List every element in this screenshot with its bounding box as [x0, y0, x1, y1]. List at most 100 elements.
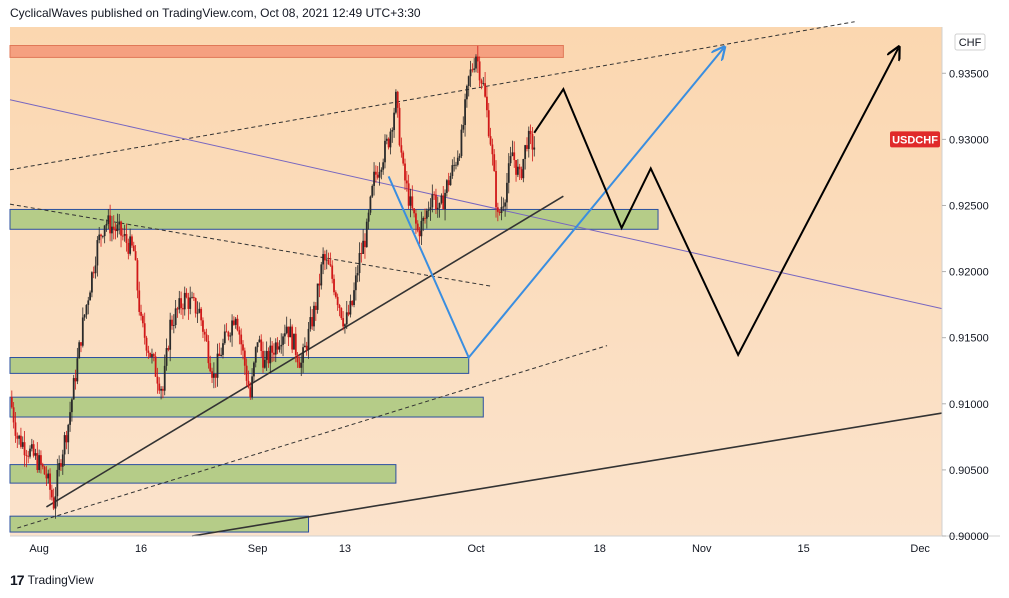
candle-body-224: [418, 230, 421, 237]
candle-body-70: [138, 290, 141, 312]
candle-body-281: [522, 158, 525, 179]
candle-body-106: [203, 331, 206, 335]
candle-body-3: [16, 435, 19, 439]
trendlines-layer: [9, 21, 943, 537]
candle-body-266: [495, 171, 497, 208]
candle-body-229: [427, 209, 430, 211]
candle-body-171: [322, 254, 324, 265]
trendline-5: [191, 412, 943, 537]
candle-body-101: [194, 298, 197, 314]
candle-body-152: [287, 326, 290, 338]
candle-body-217: [405, 180, 408, 184]
publish-header: CyclicalWaves published on TradingView.c…: [10, 6, 421, 20]
candle-body-260: [484, 83, 487, 97]
candle-body-248: [462, 125, 465, 130]
candle-body-164: [309, 317, 312, 329]
candle-body-138: [262, 350, 264, 368]
candle-body-145: [274, 342, 277, 355]
candle-body-284: [527, 130, 530, 149]
candle-body-235: [438, 202, 441, 208]
candle-body-88: [171, 319, 173, 326]
candle-body-121: [231, 320, 233, 336]
candle-body-270: [502, 206, 505, 208]
candle-body-131: [249, 387, 252, 398]
candle-body-129: [245, 365, 248, 381]
candle-body-103: [198, 308, 201, 313]
support-zone-5: [9, 515, 310, 533]
candle-body-241: [449, 175, 452, 186]
candle-body-35: [74, 378, 77, 382]
candle-body-221: [413, 208, 416, 214]
date-tick-label-0: Aug: [29, 543, 49, 555]
candle-body-52: [105, 223, 108, 226]
candle-body-155: [293, 333, 295, 350]
candle-body-97: [187, 297, 190, 309]
candle-body-282: [524, 145, 527, 159]
candle-body-157: [296, 355, 299, 363]
candle-body-96: [185, 292, 188, 298]
currency-label-box: [954, 33, 986, 51]
candle-body-23: [52, 497, 55, 509]
candle-body-228: [425, 210, 428, 219]
candle-body-262: [487, 110, 490, 137]
candle-body-193: [362, 240, 365, 254]
candle-body-108: [207, 340, 210, 364]
candle-body-153: [289, 326, 292, 338]
candle-body-166: [313, 305, 315, 327]
footer: 17 TradingView: [10, 572, 94, 588]
candle-body-213: [398, 107, 401, 146]
candle-body-150: [283, 333, 286, 337]
candle-body-13: [34, 453, 37, 456]
candle-body-38: [80, 342, 82, 346]
candle-body-69: [136, 260, 139, 291]
candle-body-20: [47, 473, 50, 479]
candle-body-256: [476, 56, 479, 62]
candle-body-183: [344, 324, 346, 327]
candle-body-116: [222, 343, 224, 355]
candle-body-55: [111, 226, 113, 234]
date-tick-label-5: 18: [594, 543, 606, 555]
candle-body-124: [236, 318, 239, 331]
candle-body-115: [220, 354, 223, 357]
candle-body-21: [49, 473, 51, 490]
candle-body-200: [374, 171, 377, 175]
candle-body-32: [69, 412, 71, 425]
candle-body-208: [389, 131, 392, 148]
candle-body-230: [429, 207, 432, 210]
candle-body-119: [227, 332, 230, 337]
candle-body-287: [533, 147, 536, 150]
candle-body-185: [347, 312, 350, 315]
candle-body-144: [273, 352, 275, 355]
candle-body-163: [307, 328, 310, 350]
candle-body-190: [356, 273, 359, 276]
candle-body-245: [456, 157, 459, 165]
candle-body-212: [396, 91, 399, 108]
candle-body-234: [436, 207, 439, 210]
candle-body-236: [440, 195, 443, 203]
candle-body-43: [89, 292, 91, 301]
candle-body-142: [269, 345, 272, 364]
footer-brand: TradingView: [27, 573, 94, 587]
support-zone-3: [9, 396, 484, 418]
candle-body-65: [129, 236, 132, 254]
candle-body-36: [76, 358, 79, 382]
candle-body-18: [43, 466, 46, 475]
candle-body-104: [200, 308, 203, 321]
candle-body-267: [496, 207, 499, 212]
candle-body-271: [504, 202, 507, 207]
candle-body-9: [27, 455, 30, 457]
price-tick-label-7: 0.90000: [949, 531, 989, 543]
tradingview-logo-icon: 17: [10, 572, 25, 588]
currency-label: CHF: [959, 37, 982, 49]
blue-projection-path: [387, 48, 724, 360]
candle-body-140: [265, 350, 268, 360]
candle-body-227: [424, 217, 426, 219]
projections-layer: [387, 48, 899, 360]
price-tick-label-5: 0.91000: [949, 399, 989, 411]
candle-body-24: [54, 496, 57, 509]
candle-body-37: [78, 342, 81, 359]
candle-body-0: [10, 397, 13, 408]
candle-body-34: [72, 378, 75, 400]
trendline-3: [45, 195, 564, 508]
